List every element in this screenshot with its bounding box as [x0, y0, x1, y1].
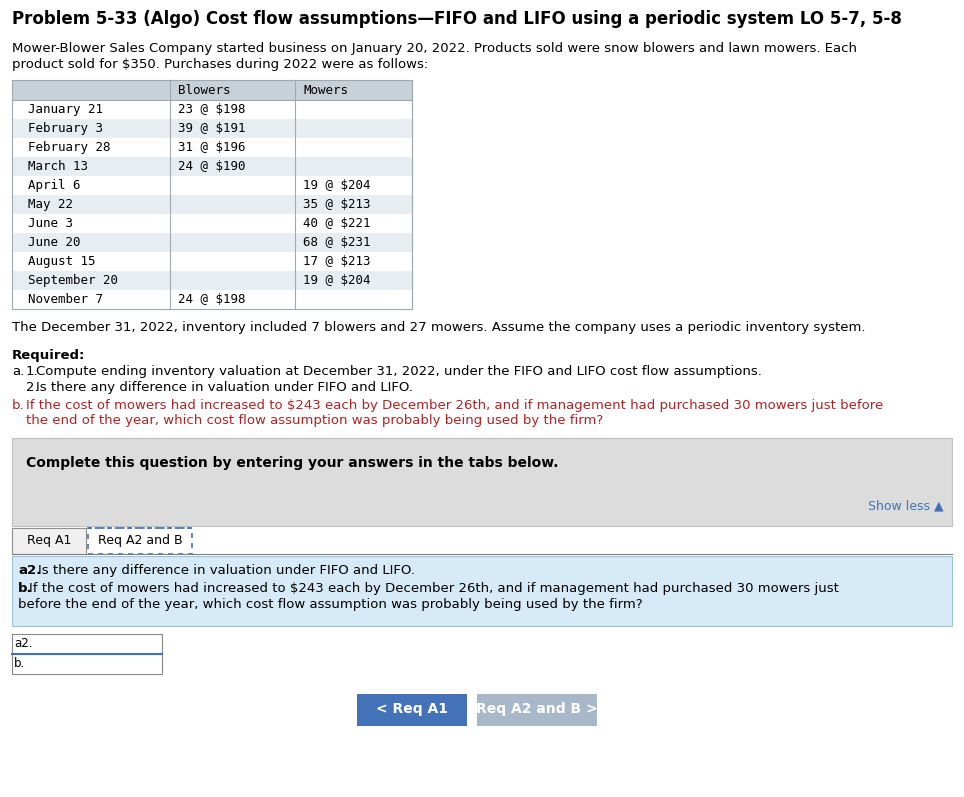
Text: 19 @ $204: 19 @ $204	[303, 179, 370, 192]
Text: Is there any difference in valuation under FIFO and LIFO.: Is there any difference in valuation und…	[38, 564, 415, 577]
Text: Is there any difference in valuation under FIFO and LIFO.: Is there any difference in valuation und…	[36, 381, 413, 394]
FancyBboxPatch shape	[12, 252, 412, 271]
FancyBboxPatch shape	[88, 528, 192, 554]
Text: Problem 5-33 (Algo) Cost flow assumptions—FIFO and LIFO using a periodic system : Problem 5-33 (Algo) Cost flow assumption…	[12, 10, 902, 28]
Text: a2.: a2.	[14, 637, 33, 650]
Text: Compute ending inventory valuation at December 31, 2022, under the FIFO and LIFO: Compute ending inventory valuation at De…	[36, 365, 762, 378]
Text: April 6: April 6	[28, 179, 81, 192]
Text: the end of the year, which cost flow assumption was probably being used by the f: the end of the year, which cost flow ass…	[26, 414, 603, 427]
FancyBboxPatch shape	[12, 214, 412, 233]
FancyBboxPatch shape	[12, 271, 412, 290]
Text: 68 @ $231: 68 @ $231	[303, 236, 370, 249]
Text: product sold for $350. Purchases during 2022 were as follows:: product sold for $350. Purchases during …	[12, 58, 428, 71]
FancyBboxPatch shape	[12, 119, 412, 138]
Text: 23 @ $198: 23 @ $198	[178, 103, 246, 116]
Text: 17 @ $213: 17 @ $213	[303, 255, 370, 268]
Text: 2.: 2.	[26, 381, 39, 394]
FancyBboxPatch shape	[357, 694, 467, 726]
Text: b.: b.	[18, 582, 33, 595]
FancyBboxPatch shape	[12, 80, 412, 100]
Text: August 15: August 15	[28, 255, 95, 268]
FancyBboxPatch shape	[12, 654, 162, 674]
Text: before the end of the year, which cost flow assumption was probably being used b: before the end of the year, which cost f…	[18, 598, 643, 611]
Text: Req A2 and B >: Req A2 and B >	[476, 702, 598, 716]
Text: September 20: September 20	[28, 274, 118, 287]
Text: March 13: March 13	[28, 160, 88, 173]
Text: January 21: January 21	[28, 103, 103, 116]
Text: 40 @ $221: 40 @ $221	[303, 217, 370, 230]
FancyBboxPatch shape	[12, 233, 412, 252]
Text: 24 @ $190: 24 @ $190	[178, 160, 246, 173]
FancyBboxPatch shape	[12, 438, 952, 526]
Text: 35 @ $213: 35 @ $213	[303, 198, 370, 211]
Text: b.: b.	[14, 657, 25, 670]
Text: If the cost of mowers had increased to $243 each by December 26th, and if manage: If the cost of mowers had increased to $…	[29, 582, 839, 595]
Text: June 3: June 3	[28, 217, 73, 230]
Text: Mowers: Mowers	[303, 84, 348, 97]
FancyBboxPatch shape	[12, 195, 412, 214]
FancyBboxPatch shape	[477, 694, 597, 726]
Text: The December 31, 2022, inventory included 7 blowers and 27 mowers. Assume the co: The December 31, 2022, inventory include…	[12, 321, 866, 334]
Text: Show less ▲: Show less ▲	[869, 499, 944, 512]
Text: b.: b.	[12, 399, 25, 412]
FancyBboxPatch shape	[12, 176, 412, 195]
Text: 31 @ $196: 31 @ $196	[178, 141, 246, 154]
Text: February 28: February 28	[28, 141, 111, 154]
FancyBboxPatch shape	[12, 290, 412, 309]
FancyBboxPatch shape	[12, 100, 412, 119]
Text: Blowers: Blowers	[178, 84, 230, 97]
Text: Required:: Required:	[12, 349, 86, 362]
Text: If the cost of mowers had increased to $243 each by December 26th, and if manage: If the cost of mowers had increased to $…	[26, 399, 883, 412]
Text: February 3: February 3	[28, 122, 103, 135]
FancyBboxPatch shape	[12, 138, 412, 157]
Text: 39 @ $191: 39 @ $191	[178, 122, 246, 135]
FancyBboxPatch shape	[12, 634, 162, 654]
Text: < Req A1: < Req A1	[376, 702, 448, 716]
Text: November 7: November 7	[28, 293, 103, 306]
Text: 1.: 1.	[26, 365, 39, 378]
Text: Complete this question by entering your answers in the tabs below.: Complete this question by entering your …	[26, 456, 558, 470]
FancyBboxPatch shape	[12, 528, 86, 554]
Text: 24 @ $198: 24 @ $198	[178, 293, 246, 306]
Text: Req A1: Req A1	[27, 534, 71, 547]
Text: a.: a.	[12, 365, 24, 378]
FancyBboxPatch shape	[12, 157, 412, 176]
Text: a2.: a2.	[18, 564, 41, 577]
Text: Mower-Blower Sales Company started business on January 20, 2022. Products sold w: Mower-Blower Sales Company started busin…	[12, 42, 857, 55]
Text: May 22: May 22	[28, 198, 73, 211]
Text: 19 @ $204: 19 @ $204	[303, 274, 370, 287]
FancyBboxPatch shape	[12, 556, 952, 626]
Text: Req A2 and B: Req A2 and B	[97, 534, 182, 547]
Text: June 20: June 20	[28, 236, 81, 249]
